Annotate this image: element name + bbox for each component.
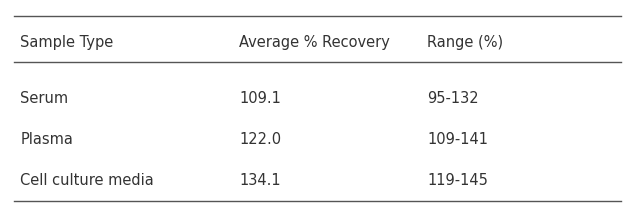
- Text: Plasma: Plasma: [20, 132, 73, 147]
- Text: Cell culture media: Cell culture media: [20, 173, 154, 188]
- Text: 119-145: 119-145: [427, 173, 488, 188]
- Text: Average % Recovery: Average % Recovery: [240, 35, 390, 49]
- Text: 95-132: 95-132: [427, 91, 479, 107]
- Text: Sample Type: Sample Type: [20, 35, 113, 49]
- Text: 109-141: 109-141: [427, 132, 488, 147]
- Text: 122.0: 122.0: [240, 132, 282, 147]
- Text: Serum: Serum: [20, 91, 69, 107]
- Text: Range (%): Range (%): [427, 35, 503, 49]
- Text: 109.1: 109.1: [240, 91, 281, 107]
- Text: 134.1: 134.1: [240, 173, 281, 188]
